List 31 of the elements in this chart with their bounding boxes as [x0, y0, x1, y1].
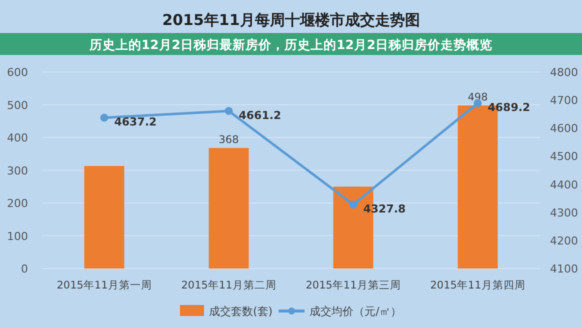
x-tick-label: 2015年11月第一周	[56, 280, 152, 292]
y2-tick-label: 4300	[550, 206, 578, 220]
y2-tick-label: 4600	[550, 122, 578, 136]
point	[349, 200, 358, 209]
y2-tick-label: 4400	[550, 178, 578, 192]
y2-tick-label: 4500	[550, 150, 578, 164]
y2-tick-label: 4100	[550, 262, 578, 276]
data-label: 368	[218, 134, 239, 146]
y2-tick-label: 4800	[550, 66, 578, 79]
x-tick-label: 2015年11月第二周	[181, 280, 276, 292]
chart-subtitle: 历史上的12月2日秭归最新房价，历史上的12月2日秭归房价走势概览	[88, 37, 493, 52]
point	[224, 106, 233, 115]
bar	[208, 148, 249, 268]
legend-label: 成交均价（元/㎡）	[310, 305, 402, 318]
y-tick-label: 400	[7, 132, 28, 144]
y-tick-label: 100	[7, 230, 28, 243]
y2-tick-label: 4700	[550, 94, 578, 108]
y-tick-label: 300	[7, 164, 28, 178]
point	[100, 114, 108, 122]
data-label: 4661.2	[238, 108, 282, 122]
data-label: 4637.2	[114, 116, 157, 129]
y-tick-label: 500	[7, 98, 28, 112]
legend-label: 成交套数(套)	[209, 305, 273, 318]
y-tick-label: 600	[7, 66, 28, 79]
bar	[84, 166, 124, 268]
y2-tick-label: 4200	[550, 234, 578, 248]
x-tick-label: 2015年11月第三周	[306, 280, 401, 292]
y-tick-label: 0	[21, 262, 28, 276]
x-tick-label: 2015年11月第四周	[430, 280, 526, 292]
chart-title: 2015年11月每周十堰楼市成交走势图	[162, 11, 420, 29]
y-tick-label: 200	[7, 197, 28, 210]
